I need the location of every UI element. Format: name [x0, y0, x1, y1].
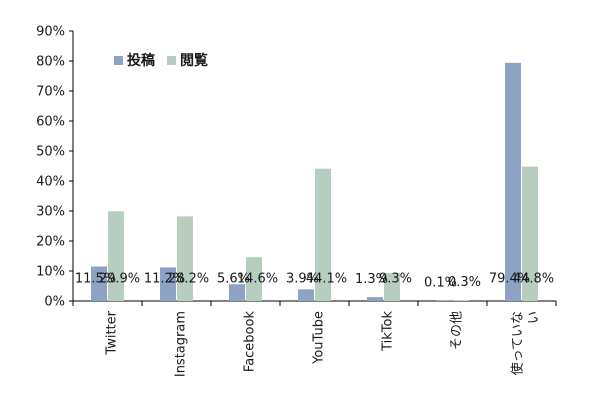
- y-tick-label: 90%: [36, 25, 65, 40]
- data-label-post: 5.6%: [217, 272, 250, 287]
- y-tick-label: 80%: [36, 55, 65, 70]
- x-tick-label: その他: [450, 311, 465, 350]
- legend-swatch: [167, 56, 176, 65]
- data-labels: 11.5% 11.2% 5.6% 3.9% 1.3% 0.1% 79.4% 29.9% 28.2…: [75, 272, 554, 291]
- data-label-view: 9.3%: [379, 272, 412, 287]
- x-tick-label: 使っていな: [510, 311, 526, 375]
- x-axis: Twitter Instagram Facebook YouTube TikTok その他…: [72, 300, 557, 377]
- data-label-post: 3.9%: [286, 272, 319, 287]
- x-tick-label: TikTok: [381, 311, 396, 352]
- bar-post[interactable]: [298, 289, 314, 301]
- data-label-view: 14.6%: [237, 272, 278, 287]
- data-label-post: 79.4%: [489, 272, 530, 287]
- y-tick-label: 0%: [44, 295, 65, 310]
- x-tick-label: Instagram: [174, 311, 189, 377]
- x-tick-label: Facebook: [243, 311, 258, 373]
- bar-view[interactable]: [315, 168, 331, 301]
- x-tick-label: い: [527, 311, 542, 324]
- bar-post[interactable]: [505, 62, 521, 301]
- legend-swatch: [114, 56, 123, 65]
- data-label-post: 11.2%: [144, 272, 185, 287]
- bar-post[interactable]: [91, 266, 107, 302]
- y-tick-label: 70%: [36, 85, 65, 100]
- legend-label: 投稿: [127, 52, 155, 69]
- y-tick-label: 40%: [36, 175, 65, 190]
- bar-view[interactable]: [177, 216, 193, 301]
- y-tick-label: 60%: [36, 115, 65, 130]
- data-label-view: 28.2%: [168, 272, 209, 287]
- bar-view[interactable]: [108, 211, 124, 301]
- bars: [91, 62, 538, 302]
- legend-label: 閲覧: [180, 52, 208, 69]
- data-label-post: 1.3%: [355, 272, 388, 287]
- y-tick-label: 30%: [36, 205, 65, 220]
- legend: 投稿 閲覧: [114, 52, 208, 69]
- data-label-post: 11.5%: [75, 272, 116, 287]
- y-axis: 0% 10% 20% 30% 40% 50% 60% 70% 80% 90%: [36, 25, 74, 310]
- x-tick-label: YouTube: [312, 311, 327, 365]
- data-label-view: 44.1%: [306, 272, 347, 287]
- bar-view[interactable]: [246, 257, 262, 301]
- data-label-view: 0.3%: [448, 275, 481, 290]
- data-label-view: 44.8%: [513, 272, 554, 287]
- bar-post[interactable]: [367, 297, 383, 301]
- x-tick-label: Twitter: [105, 310, 120, 355]
- y-tick-label: 50%: [36, 145, 65, 160]
- y-tick-label: 20%: [36, 235, 65, 250]
- bar-view[interactable]: [453, 300, 469, 301]
- bar-view[interactable]: [384, 273, 400, 301]
- data-label-post: 0.1%: [424, 276, 457, 291]
- y-tick-label: 10%: [36, 265, 65, 280]
- bar-view[interactable]: [522, 166, 538, 301]
- bar-post[interactable]: [229, 284, 245, 301]
- data-label-view: 29.9%: [99, 272, 140, 287]
- bar-post[interactable]: [160, 267, 176, 301]
